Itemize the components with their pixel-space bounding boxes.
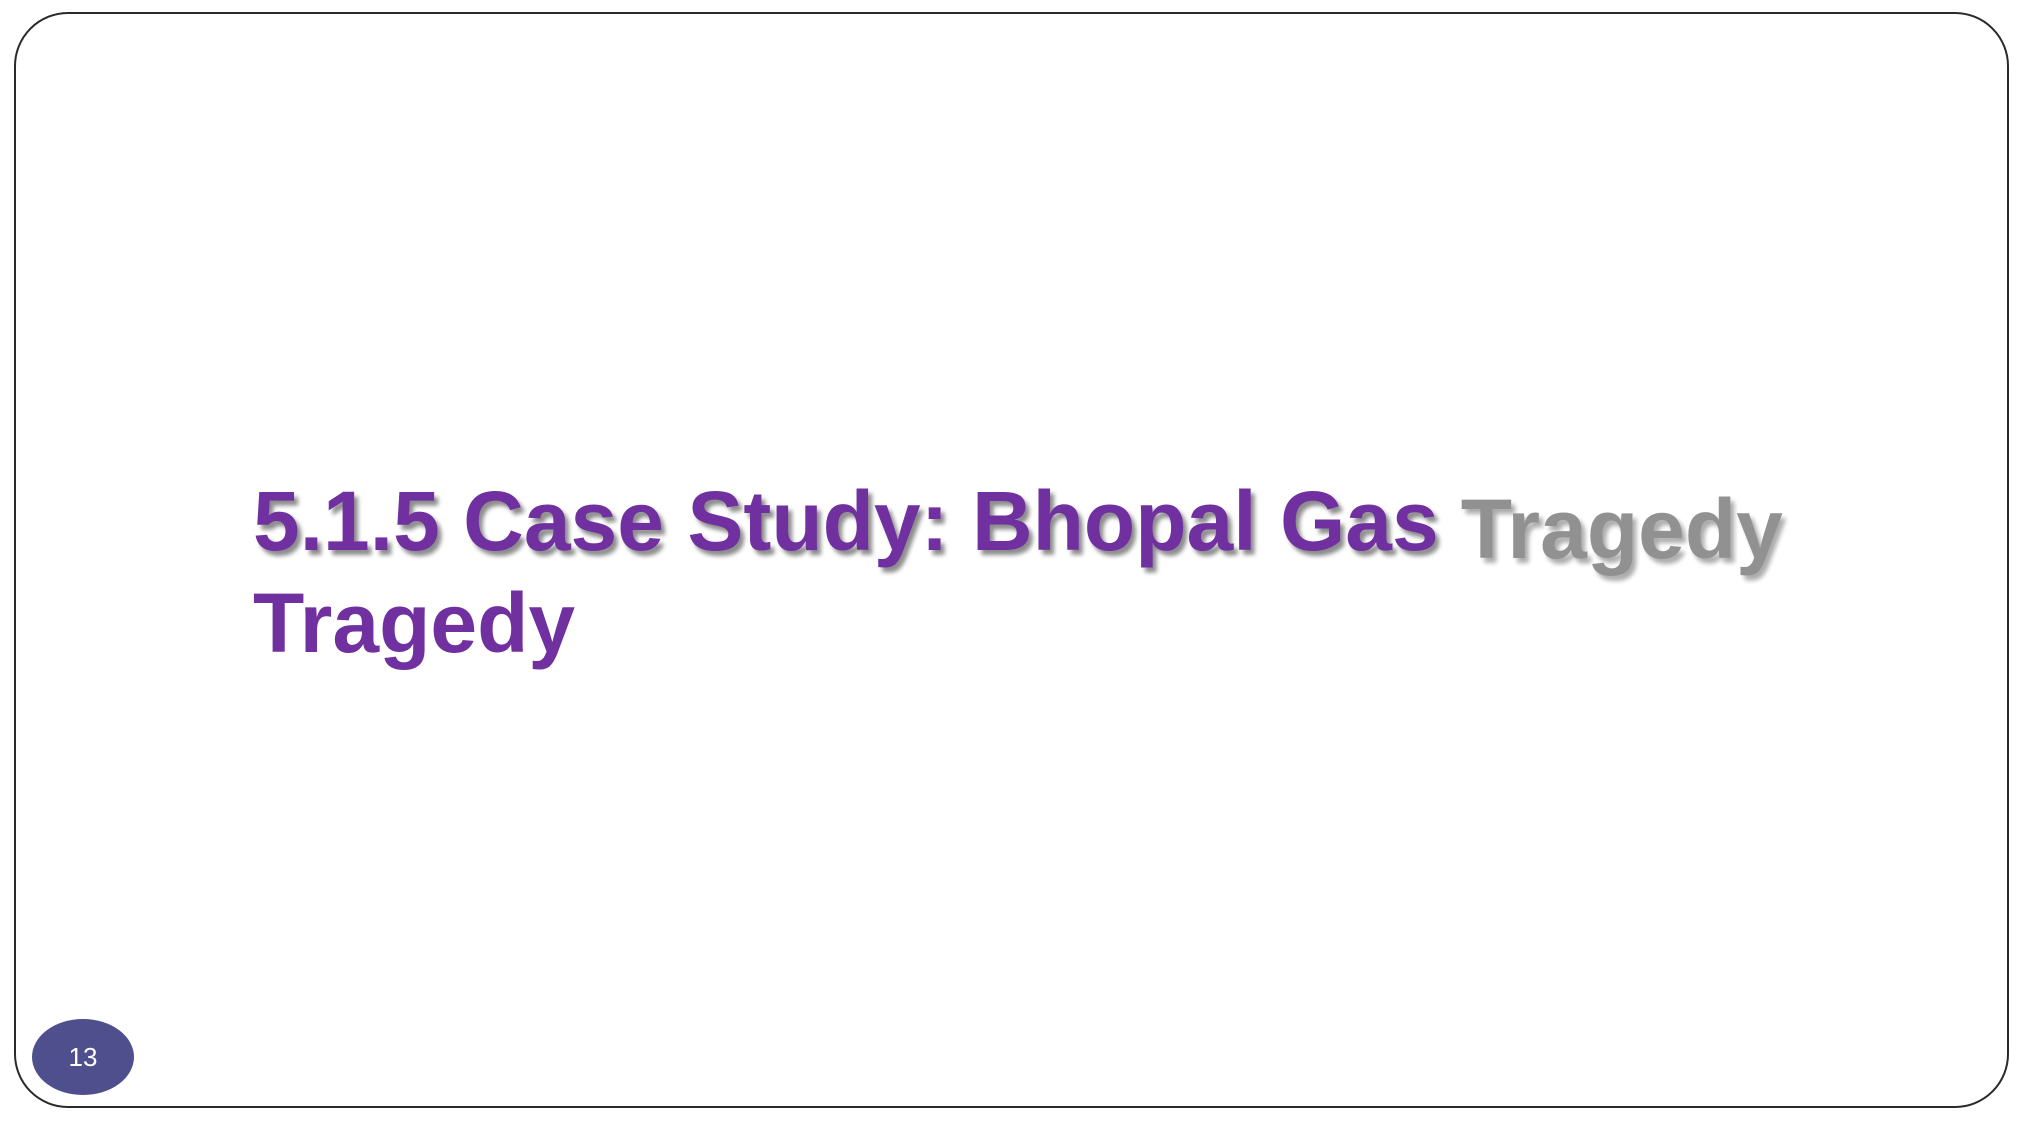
page-number-badge: 13: [32, 1019, 134, 1095]
title-ghost-text: Tragedy: [1460, 482, 1783, 576]
slide-title: 5.1.5 Case Study: Bhopal Gas Tragedy Trag…: [253, 470, 1853, 674]
title-main-text: 5.1.5 Case Study: Bhopal Gas: [253, 474, 1439, 568]
title-line-2: Tragedy: [253, 576, 576, 670]
title-line-1: 5.1.5 Case Study: Bhopal Gas Tragedy: [253, 470, 1853, 576]
slide-frame: [14, 12, 2009, 1108]
